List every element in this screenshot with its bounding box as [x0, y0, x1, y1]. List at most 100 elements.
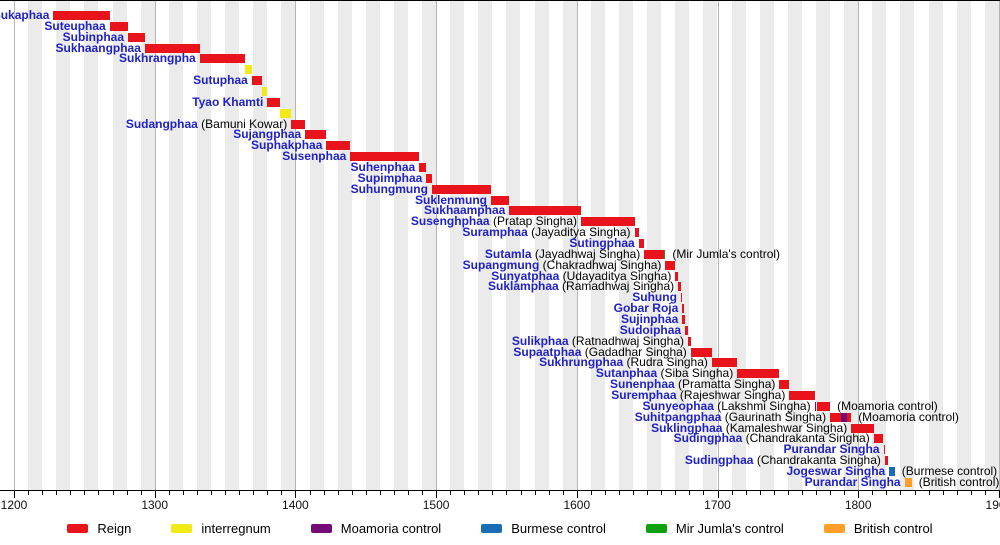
- decade-stripe: [703, 1, 718, 490]
- axis-minor-tick: [393, 491, 395, 495]
- timeline-bar-segment-reign: [291, 119, 306, 129]
- axis-minor-tick: [773, 491, 775, 495]
- ruler-title-paren: (Chandrakanta Singha): [753, 453, 881, 468]
- timeline-bar-segment-reign: [678, 282, 681, 292]
- timeline-bar-segment-reign: [199, 54, 245, 64]
- control-note-label: (Moamoria control): [837, 398, 938, 413]
- ruler-title-paren: (Bamuni Kowar): [197, 116, 288, 131]
- axis-minor-tick: [956, 491, 958, 495]
- axis-minor-tick: [619, 491, 620, 495]
- decade-stripe: [112, 1, 127, 490]
- axis-minor-tick: [689, 491, 691, 495]
- ruler-name-label: Sutuphaa: [193, 73, 248, 88]
- decade-stripe: [647, 1, 662, 490]
- timeline-bar-segment-reign: [638, 239, 645, 248]
- ruler-name: Sukhaangphaa: [55, 40, 141, 55]
- ruler-name: Sutingphaa: [569, 236, 635, 250]
- ruler-name-label: Suhenphaa: [350, 160, 416, 174]
- century-gridline: [295, 1, 297, 490]
- ruler-name: Suhitpangphaa: [634, 409, 722, 424]
- ruler-name-label: Susenphaa: [282, 150, 346, 162]
- ruler-name-label: Jogeswar Singha: [787, 465, 886, 477]
- axis-minor-tick: [886, 491, 888, 495]
- timeline-bar-segment-reign: [109, 21, 128, 31]
- axis-minor-tick: [872, 491, 874, 495]
- legend-item: Reign: [67, 521, 131, 536]
- century-gridline: [717, 1, 719, 490]
- timeline-bar-segment-interregnum: [279, 108, 292, 118]
- ruler-name-label: Sutingphaa: [569, 236, 635, 250]
- decade-stripe: [196, 1, 211, 490]
- axis-minor-tick: [506, 491, 508, 495]
- axis-minor-tick: [731, 491, 733, 495]
- axis-minor-tick: [844, 491, 846, 495]
- axis-minor-tick: [633, 491, 635, 495]
- timeline-bar-segment-reign: [682, 315, 686, 324]
- timeline-bar-segment-reign: [644, 249, 664, 259]
- timeline-bar-segment-reign: [350, 152, 420, 162]
- timeline-bar-segment-moamoria: [841, 412, 847, 422]
- ruler-name: Sudoiphaa: [619, 322, 682, 337]
- decade-stripe: [619, 1, 634, 490]
- legend-swatch-moamoria: [310, 524, 332, 533]
- axis-minor-tick: [984, 491, 986, 495]
- legend-item: interregnum: [171, 521, 271, 536]
- ruler-name: Sukhrangpha: [119, 51, 196, 66]
- ruler-name: Sutuphaa: [193, 73, 248, 88]
- axis-tick-label: 1800: [844, 498, 872, 512]
- axis-major-tick: [858, 491, 860, 498]
- axis-minor-tick: [168, 491, 170, 495]
- ruler-name: Sunyatphaa: [491, 268, 560, 283]
- timeline-bar-segment-reign: [144, 43, 200, 53]
- axis-tick-label: 1300: [141, 498, 169, 512]
- axis-tick-label: 1200: [0, 498, 28, 512]
- decade-stripe: [872, 1, 887, 490]
- control-note-label: (Moamoria control): [858, 409, 959, 424]
- ruler-name-label: Sudingphaa (Chandrakanta Singha): [674, 431, 870, 446]
- axis-tick-label: 1600: [563, 498, 591, 512]
- century-gridline: [14, 1, 15, 490]
- timeline-bar-segment-reign: [675, 271, 679, 281]
- axis-tick-label: 1700: [704, 498, 731, 512]
- ruler-name-label: Tyao Khamti: [192, 96, 263, 108]
- ruler-name: Sutanphaa: [595, 366, 658, 381]
- ruler-title-paren: (Jayadhwaj Singha): [531, 246, 641, 261]
- ruler-title-paren: (Kamaleshwar Singha): [722, 420, 848, 435]
- ruler-name: Suklingphaa: [651, 420, 723, 435]
- ruler-name: Suhenphaa: [350, 160, 416, 174]
- timeline-bar-segment-interregnum: [244, 65, 252, 75]
- timeline-bar-segment-moamoria: [815, 401, 817, 411]
- control-note-label: (British control): [918, 474, 1000, 489]
- decade-stripe: [140, 1, 155, 490]
- timeline-bar-segment-reign: [326, 141, 351, 151]
- century-gridline: [436, 1, 438, 490]
- decade-stripe: [253, 1, 268, 490]
- decade-stripe: [506, 1, 521, 490]
- legend-label: Mir Jumla's control: [675, 521, 784, 536]
- ruler-name: Suteuphaa: [44, 18, 106, 33]
- timeline-bar-segment-reign: [251, 76, 262, 86]
- plot-top-border: [0, 0, 1000, 1]
- ruler-title-paren: (Gadadhar Singha): [581, 344, 687, 359]
- ruler-name: Suramphaa: [462, 225, 528, 240]
- ruler-name: Sukaphaa: [0, 8, 50, 22]
- axis-minor-tick: [703, 491, 705, 495]
- timeline-bar-segment-burmese: [889, 467, 895, 476]
- ruler-name: Supangmung: [462, 257, 540, 272]
- ruler-name: Sujangphaa: [233, 127, 302, 142]
- legend-label: interregnum: [201, 521, 271, 536]
- axis-major-tick: [14, 491, 15, 498]
- axis-minor-tick: [661, 491, 663, 495]
- ruler-title-paren: (Chandrakanta Singha): [742, 431, 870, 446]
- ruler-name-label: Sutamla (Jayadhwaj Singha): [485, 246, 641, 261]
- ruler-name: Sudangphaa: [125, 116, 198, 131]
- ruler-name-label: Suklingphaa (Kamaleshwar Singha): [651, 420, 848, 435]
- ruler-name: Supaatphaa: [513, 344, 582, 359]
- axis-minor-tick: [182, 491, 184, 495]
- ruler-name: Suklamphaa: [488, 279, 559, 294]
- axis-minor-tick: [196, 491, 198, 495]
- decade-stripe: [787, 1, 802, 490]
- control-note-label: (Burmese control): [901, 464, 998, 478]
- ruler-name-label: Subinphaa: [63, 31, 124, 43]
